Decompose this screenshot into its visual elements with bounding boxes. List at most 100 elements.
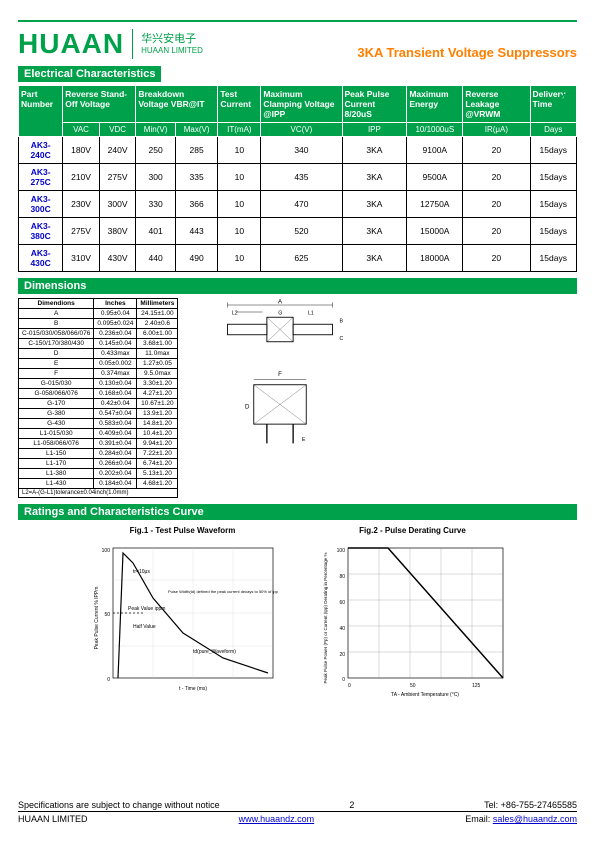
- table-row: AK3-430C310V430V440490106253KA18000A2015…: [19, 245, 577, 272]
- table-cell: 15days: [530, 164, 577, 191]
- table-cell: 5.13±1.20: [137, 469, 178, 479]
- table-row: AK3-275C210V275V300335104353KA9500A2015d…: [19, 164, 577, 191]
- table-cell: G-380: [19, 409, 94, 419]
- table-cell: 15days: [530, 137, 577, 164]
- table-cell: 520: [261, 218, 342, 245]
- table-cell: AK3-430C: [19, 245, 63, 272]
- th-it: IT(mA): [218, 123, 261, 137]
- header: HUAAN 华兴安电子 HUAAN LIMITED 3KA Transient …: [18, 28, 577, 60]
- table-cell: 435: [261, 164, 342, 191]
- table-cell: 0.391±0.04: [94, 439, 137, 449]
- svg-text:100: 100: [101, 548, 110, 554]
- logo-block: HUAAN 华兴安电子 HUAAN LIMITED: [18, 28, 203, 60]
- table-cell: 3KA: [342, 245, 407, 272]
- footer-url[interactable]: www.huaandz.com: [239, 814, 315, 824]
- table-cell: 3KA: [342, 218, 407, 245]
- table-cell: 12750A: [407, 191, 463, 218]
- th-ir: IR(μA): [463, 123, 530, 137]
- table-row: F0.374max9.5.0max: [19, 369, 178, 379]
- footer-email-wrap: Email: sales@huaandz.com: [465, 814, 577, 824]
- table-cell: 10: [218, 191, 261, 218]
- table-cell: AK3-380C: [19, 218, 63, 245]
- table-row: G-4300.583±0.0414.8±1.20: [19, 419, 178, 429]
- table-cell: 10.67±1.20: [137, 399, 178, 409]
- svg-text:TA - Ambient Temperature (°C): TA - Ambient Temperature (°C): [391, 692, 459, 698]
- table-row: G-1700.42±0.0410.67±1.20: [19, 399, 178, 409]
- package-side-view: F D E: [210, 369, 350, 448]
- th-min: Min(V): [136, 123, 175, 137]
- table-cell: 20: [463, 164, 530, 191]
- table-cell: 210V: [63, 164, 100, 191]
- charts-row: Fig.1 - Test Pulse Waveform tr=10μs Puls…: [18, 526, 577, 700]
- svg-text:F: F: [279, 371, 283, 378]
- th-vdc: VDC: [99, 123, 136, 137]
- table-cell: B: [19, 319, 94, 329]
- footer-email[interactable]: sales@huaandz.com: [493, 814, 577, 824]
- table-cell: 275V: [99, 164, 136, 191]
- section-curves: Ratings and Characteristics Curve: [18, 504, 577, 520]
- table-cell: 230V: [63, 191, 100, 218]
- spec-note: Specifications are subject to change wit…: [18, 800, 220, 810]
- doc-title: 3KA Transient Voltage Suppressors: [357, 45, 577, 60]
- svg-text:0: 0: [107, 677, 110, 683]
- table-row: A0.95±0.0424.15±1.00: [19, 309, 178, 319]
- table-cell: AK3-275C: [19, 164, 63, 191]
- table-row: L1-4300.184±0.044.68±1.20: [19, 479, 178, 489]
- table-cell: 0.583±0.04: [94, 419, 137, 429]
- dimensions-row: Dimendions Inches Millimeters A0.95±0.04…: [18, 298, 577, 498]
- table-row: E0.05±0.0021.27±0.05: [19, 359, 178, 369]
- table-cell: 0.374max: [94, 369, 137, 379]
- th-energy: Maximum Energy: [407, 86, 463, 123]
- table-row: AK3-380C275V380V401443105203KA15000A2015…: [19, 218, 577, 245]
- table-cell: 15days: [530, 245, 577, 272]
- table-cell: 430V: [99, 245, 136, 272]
- table-cell: 14.8±1.20: [137, 419, 178, 429]
- table-cell: 2.40±0.6: [137, 319, 178, 329]
- table-cell: 1.27±0.05: [137, 359, 178, 369]
- chart-fig1: Fig.1 - Test Pulse Waveform tr=10μs Puls…: [83, 526, 283, 700]
- table-cell: 3KA: [342, 191, 407, 218]
- table-cell: 0.145±0.04: [94, 339, 137, 349]
- logo-cn-bot: HUAAN LIMITED: [141, 46, 203, 56]
- table-cell: L1-150: [19, 449, 94, 459]
- table-row: L1-1500.284±0.047.22±1.20: [19, 449, 178, 459]
- svg-text:Peak Pulse Power (Pp) or Curre: Peak Pulse Power (Pp) or Current (Ipp) D…: [323, 552, 328, 683]
- svg-text:D: D: [245, 404, 250, 411]
- th-vc: VC(V): [261, 123, 342, 137]
- table-row: L1-1700.266±0.046.74±1.20: [19, 459, 178, 469]
- table-cell: L1-380: [19, 469, 94, 479]
- table-cell: 4.27±1.20: [137, 389, 178, 399]
- table-row: L1-3800.202±0.045.13±1.20: [19, 469, 178, 479]
- svg-text:50: 50: [104, 612, 110, 618]
- table-cell: L1-015/030: [19, 429, 94, 439]
- table-row: G-058/066/0760.168±0.044.27±1.20: [19, 389, 178, 399]
- table-cell: 180V: [63, 137, 100, 164]
- section-dimensions: Dimensions: [18, 278, 577, 294]
- svg-text:L2: L2: [232, 311, 238, 317]
- table-row: AK3-240C180V240V250285103403KA9100A2015d…: [19, 137, 577, 164]
- table-cell: 10: [218, 137, 261, 164]
- table-cell: 0.05±0.002: [94, 359, 137, 369]
- table-row: C-015/030/058/066/0760.236±0.046.00±1.00: [19, 329, 178, 339]
- table-cell: L1-058/066/076: [19, 439, 94, 449]
- svg-text:A: A: [278, 298, 283, 305]
- table-cell: 380V: [99, 218, 136, 245]
- table-cell: 7.22±1.20: [137, 449, 178, 459]
- table-cell: D: [19, 349, 94, 359]
- logo-text: HUAAN: [18, 28, 124, 60]
- table-cell: 335: [175, 164, 218, 191]
- chart-fig2: Fig.2 - Pulse Derating Curve 100 80 60 4…: [313, 526, 513, 700]
- table-cell: 6.74±1.20: [137, 459, 178, 469]
- svg-text:100: 100: [336, 548, 345, 554]
- fig1-title: Fig.1 - Test Pulse Waveform: [83, 526, 283, 535]
- table-cell: F: [19, 369, 94, 379]
- th-days: Days: [530, 123, 577, 137]
- th-peak: Peak Pulse Current 8/20uS: [342, 86, 407, 123]
- svg-text:0: 0: [342, 677, 345, 683]
- table-cell: 625: [261, 245, 342, 272]
- table-row: B0.095±0.0242.40±0.6: [19, 319, 178, 329]
- svg-text:Half Value: Half Value: [133, 624, 156, 630]
- table-cell: G-058/066/076: [19, 389, 94, 399]
- dim-th-mm: Millimeters: [137, 299, 178, 309]
- svg-text:tr=10μs: tr=10μs: [133, 569, 150, 575]
